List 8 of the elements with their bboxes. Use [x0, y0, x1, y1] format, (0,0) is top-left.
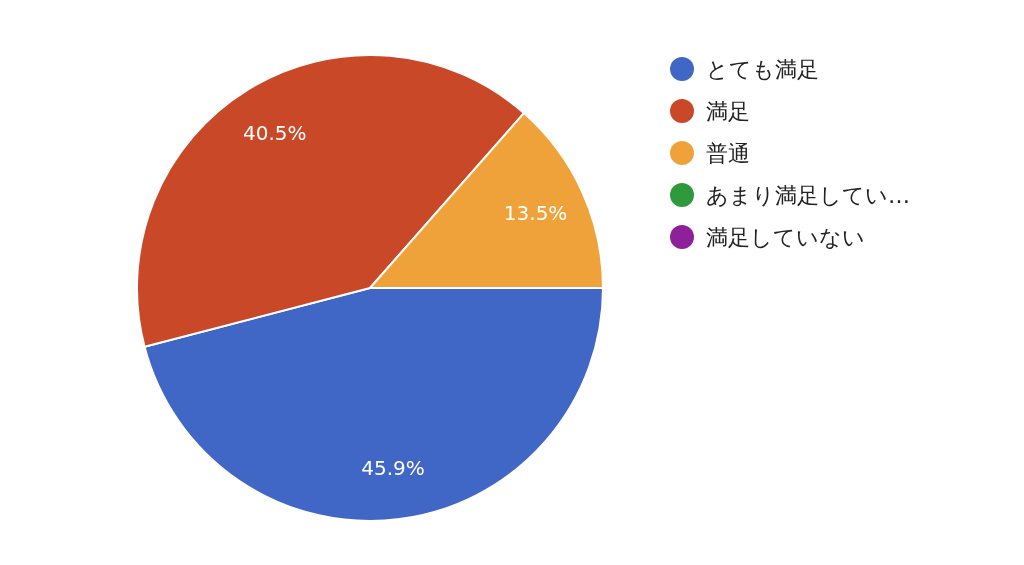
legend-label: 満足 [706, 98, 750, 124]
data-label: 45.9% [361, 456, 425, 481]
legend-label: とても満足 [706, 56, 819, 82]
legend-label: 満足していない [706, 224, 865, 250]
data-label: 13.5% [503, 201, 568, 226]
legend-label: あまり満足してい… [706, 182, 910, 208]
legend-label: 普通 [706, 140, 750, 166]
data-label: 40.5% [242, 121, 307, 146]
